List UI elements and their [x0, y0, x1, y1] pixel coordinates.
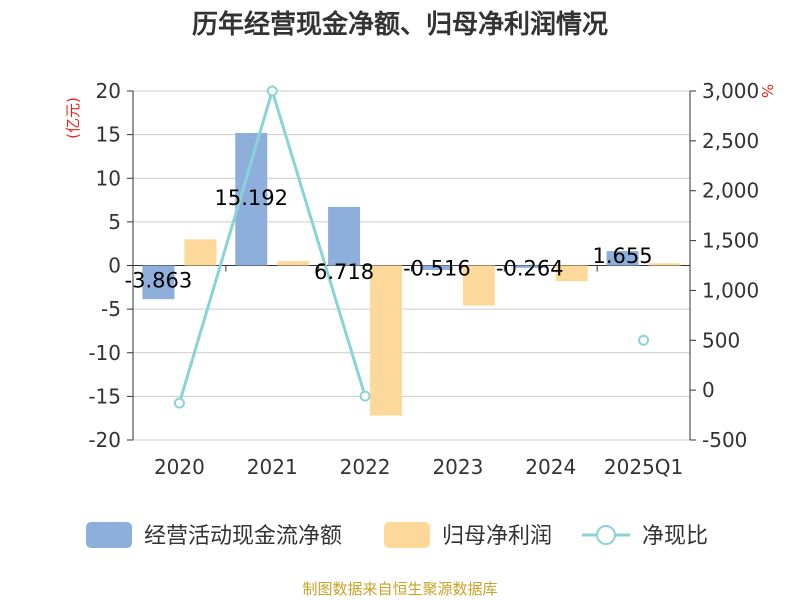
left-tick-label: -10: [88, 341, 121, 365]
category-label: 2025Q1: [604, 455, 683, 479]
right-tick-label: 2,000: [702, 179, 759, 203]
legend-label-ratio[interactable]: 净现比: [642, 524, 708, 549]
legend-swatch-cash-flow[interactable]: [86, 522, 132, 548]
right-tick-label: 3,000: [702, 79, 759, 103]
axes: 20 15 10 5 0 -5 -10 -15 -20 3,000 2,500 2,000 1,500 1…: [64, 79, 776, 479]
bar-cash-flow[interactable]: [606, 251, 639, 266]
bar-net-profit[interactable]: [462, 265, 495, 306]
bar-cash-flow[interactable]: [142, 265, 175, 300]
left-tick-label: 0: [108, 254, 121, 278]
legend-swatch-net-profit[interactable]: [384, 522, 430, 548]
right-tick-label: 1,000: [702, 278, 759, 302]
ratio-point[interactable]: [266, 85, 278, 97]
bar-net-profit[interactable]: [648, 263, 681, 266]
bar-net-profit[interactable]: [184, 239, 217, 266]
category-label: 2022: [340, 455, 391, 479]
cash-flow-data-label: 6.718: [314, 260, 374, 284]
right-tick-label: 0: [702, 378, 715, 402]
category-label: 2024: [525, 455, 576, 479]
bar-cash-flow[interactable]: [513, 265, 546, 268]
left-tick-label: 5: [108, 210, 121, 234]
left-tick-label: -20: [88, 428, 121, 452]
bars: [142, 132, 681, 416]
legend-label-net-profit[interactable]: 归母净利润: [442, 524, 552, 549]
right-tick-label: 500: [702, 328, 740, 352]
ratio-point[interactable]: [638, 334, 650, 346]
left-tick-label: 10: [96, 166, 121, 190]
source-note: 制图数据来自恒生聚源数据库: [302, 580, 497, 598]
bar-net-profit[interactable]: [370, 265, 403, 416]
chart-title: 历年经营现金净额、归母净利润情况: [192, 9, 608, 40]
data-labels: -3.863 15.192 6.718 -0.516 -0.264 1.655: [125, 186, 653, 293]
left-tick-label: -5: [101, 297, 121, 321]
ratio-line: [173, 85, 650, 409]
bar-cash-flow[interactable]: [420, 265, 453, 271]
cash-flow-data-label: -0.516: [403, 257, 471, 281]
left-tick-label: 15: [96, 123, 121, 147]
right-tick-label: 2,500: [702, 129, 759, 153]
ratio-point[interactable]: [173, 397, 185, 409]
cash-flow-data-label: 1.655: [593, 244, 653, 268]
cash-flow-data-label: -0.264: [496, 257, 564, 281]
right-axis-unit: %: [758, 84, 776, 98]
bar-cash-flow[interactable]: [328, 206, 361, 266]
legend-swatch-ratio-marker[interactable]: [596, 525, 616, 545]
left-axis-unit: (亿元): [64, 97, 82, 139]
right-tick-label: 1,500: [702, 229, 759, 253]
cash-flow-data-label: 15.192: [215, 186, 288, 210]
legend[interactable]: 经营活动现金流净额 归母净利润 净现比: [86, 522, 708, 549]
cash-flow-data-label: -3.863: [125, 269, 193, 293]
category-label: 2023: [432, 455, 483, 479]
ratio-point[interactable]: [359, 390, 371, 402]
bar-net-profit[interactable]: [555, 265, 588, 282]
bar-net-profit[interactable]: [277, 261, 310, 266]
right-tick-label: -500: [702, 428, 747, 452]
category-label: 2020: [154, 455, 205, 479]
left-tick-label: 20: [96, 79, 121, 103]
left-tick-label: -15: [88, 384, 121, 408]
category-label: 2021: [247, 455, 298, 479]
legend-label-cash-flow[interactable]: 经营活动现金流净额: [144, 524, 342, 549]
